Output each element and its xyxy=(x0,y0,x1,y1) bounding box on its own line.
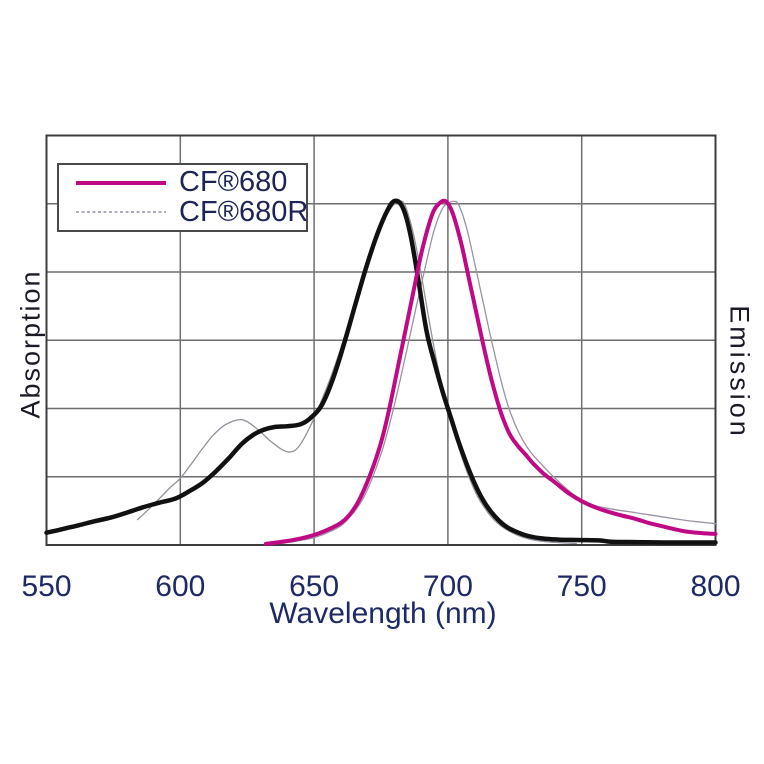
x-tick-label: 600 xyxy=(155,570,206,603)
legend-item-cf680: CF®680 xyxy=(59,168,306,198)
x-tick-label: 800 xyxy=(690,570,741,603)
x-tick-label: 750 xyxy=(556,570,607,603)
legend: CF®680 CF®680R xyxy=(57,163,308,232)
legend-label-cf680r: CF®680R xyxy=(179,195,309,228)
x-tick-label: 650 xyxy=(289,570,340,603)
curve-cf680-absorption xyxy=(44,198,718,545)
curve-cf680r-absorption xyxy=(136,200,577,545)
legend-label-cf680: CF®680 xyxy=(179,166,288,199)
x-axis-label: Wavelength (nm) xyxy=(269,597,497,630)
x-tick-label: 700 xyxy=(422,570,473,603)
curve-cf680r-emission xyxy=(281,200,717,545)
plot-border xyxy=(45,134,717,546)
cf680-line-swatch xyxy=(76,180,166,185)
x-tick-label: 550 xyxy=(21,570,72,603)
y-axis-label-emission: Emission xyxy=(724,305,755,439)
curve-cf680-emission xyxy=(263,198,718,546)
cf680r-line-swatch xyxy=(76,211,166,213)
legend-item-cf680r: CF®680R xyxy=(59,195,309,228)
y-axis-label-absorption: Absorption xyxy=(15,269,46,419)
